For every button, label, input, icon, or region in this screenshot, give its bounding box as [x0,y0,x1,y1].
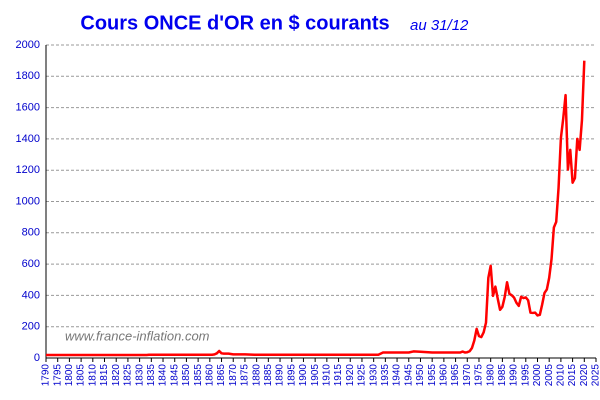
x-tick-label: 1860 [204,364,215,387]
x-tick-label: 1875 [240,364,251,387]
x-tick-label: 1955 [427,364,438,387]
x-tick-label: 1980 [485,364,496,387]
y-tick-label: 1400 [16,133,40,145]
x-tick-label: 1800 [64,364,75,387]
x-tick-label: 1880 [251,364,262,387]
chart-title: Cours ONCE d'OR en $ courants [80,12,389,34]
x-tick-label: 1965 [450,364,461,387]
x-tick-label: 2000 [532,364,543,387]
x-tick-label: 1855 [193,364,204,387]
x-tick-label: 1925 [357,364,368,387]
x-tick-label: 1910 [321,364,332,387]
x-tick-label: 1985 [497,364,508,387]
x-tick-label: 1810 [87,364,98,387]
x-tick-label: 1865 [216,364,227,387]
x-tick-label: 2010 [556,364,567,387]
x-tick-label: 1970 [462,364,473,387]
x-tick-label: 1900 [298,364,309,387]
x-tick-label: 1805 [76,364,87,387]
x-tick-label: 1920 [345,364,356,387]
x-tick-label: 1790 [41,364,52,387]
x-tick-label: 1870 [228,364,239,387]
x-tick-label: 1820 [111,364,122,387]
y-tick-label: 0 [34,352,40,364]
x-tick-label: 1995 [520,364,531,387]
data-line [46,60,586,357]
x-tick-label: 1950 [415,364,426,387]
x-tick-label: 1815 [99,364,110,387]
chart-subtitle: au 31/12 [410,17,469,34]
x-tick-label: 1945 [403,364,414,387]
y-tick-label: 2000 [16,39,40,51]
y-tick-label: 1800 [16,70,40,82]
y-tick-label: 1000 [16,195,40,207]
x-tick-label: 1975 [474,364,485,387]
x-tick-label: 1850 [181,364,192,387]
x-tick-label: 1825 [123,364,134,387]
x-tick-label: 1835 [146,364,157,387]
x-tick-label: 1940 [392,364,403,387]
x-tick-label: 2020 [579,364,590,387]
x-tick-label: 1890 [275,364,286,387]
x-tick-label: 1905 [310,364,321,387]
y-tick-label: 800 [22,227,40,239]
x-tick-label: 1990 [509,364,520,387]
x-tick-label: 1840 [158,364,169,387]
x-tick-label: 1885 [263,364,274,387]
x-tick-label: 2025 [591,364,600,387]
y-tick-label: 600 [22,258,40,270]
x-tick-label: 1795 [52,364,63,387]
y-tick-label: 1200 [16,164,40,176]
watermark: www.france-inflation.com [65,328,210,343]
x-tick-label: 2005 [544,364,555,387]
x-tick-label: 1930 [368,364,379,387]
x-tick-label: 2015 [567,364,578,387]
y-tick-label: 1600 [16,102,40,114]
y-tick-label: 400 [22,289,40,301]
x-tick-label: 1845 [169,364,180,387]
x-tick-label: 1895 [286,364,297,387]
y-tick-label: 200 [22,321,40,333]
x-tick-label: 1960 [439,364,450,387]
x-tick-label: 1935 [380,364,391,387]
x-tick-label: 1915 [333,364,344,387]
x-tick-label: 1830 [134,364,145,387]
